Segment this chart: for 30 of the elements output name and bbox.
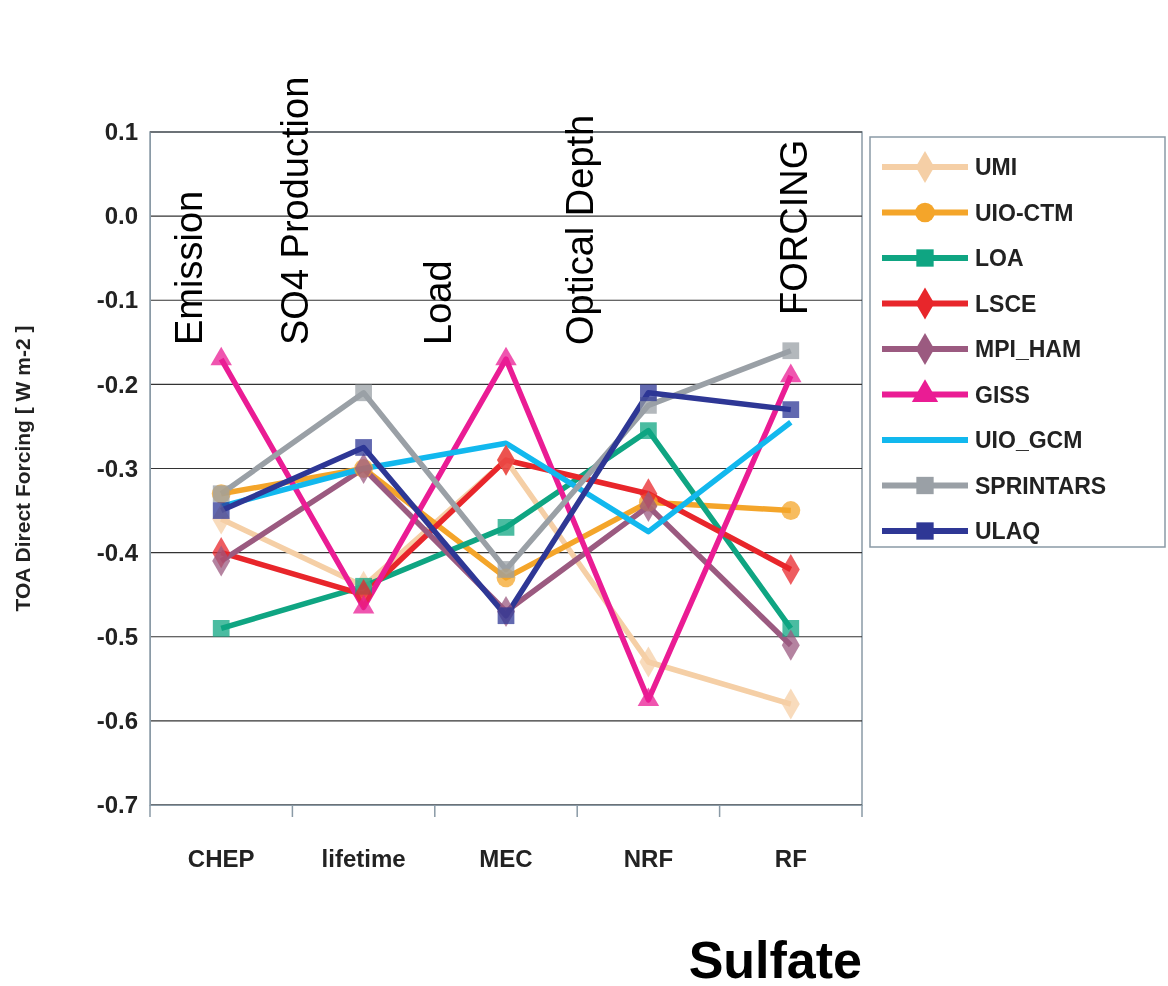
legend-label: UIO-CTM [975, 199, 1074, 226]
legend-label: ULAQ [975, 518, 1041, 544]
y-tick-label: -0.6 [96, 707, 138, 735]
legend-label: GISS [975, 381, 1030, 408]
y-tick-label: 0.1 [104, 118, 138, 146]
annotation: Optical Depth [559, 114, 602, 345]
legend-label: LOA [975, 245, 1024, 271]
legend-label: MPI_HAM [975, 336, 1082, 362]
x-tick-label: CHEP [187, 845, 255, 873]
y-tick-label: -0.7 [96, 791, 138, 819]
y-tick-label: -0.4 [96, 538, 139, 566]
annotation: Load [416, 260, 459, 345]
legend-label: LSCE [975, 290, 1037, 317]
x-tick-label: NRF [623, 845, 674, 873]
x-tick-label: RF [774, 845, 807, 873]
legend-label: UMI [975, 154, 1018, 180]
y-tick-label: -0.3 [96, 454, 138, 482]
annotation: Emission [167, 190, 210, 345]
legend-label: SPRINTARS [975, 472, 1107, 499]
x-tick-label: MEC [479, 845, 533, 873]
annotation: SO4 Production [274, 76, 317, 345]
y-axis-title: TOA Direct Forcing [ W m-2 ] [11, 325, 34, 612]
y-tick-label: 0.0 [104, 202, 138, 230]
y-tick-label: -0.1 [96, 286, 138, 314]
y-tick-label: -0.2 [96, 370, 138, 398]
x-axis-title: Sulfate [688, 931, 862, 986]
annotation: FORCING [772, 139, 815, 315]
y-tick-label: -0.5 [96, 622, 138, 650]
x-tick-label: lifetime [321, 845, 406, 873]
legend-label: UIO_GCM [975, 427, 1083, 453]
